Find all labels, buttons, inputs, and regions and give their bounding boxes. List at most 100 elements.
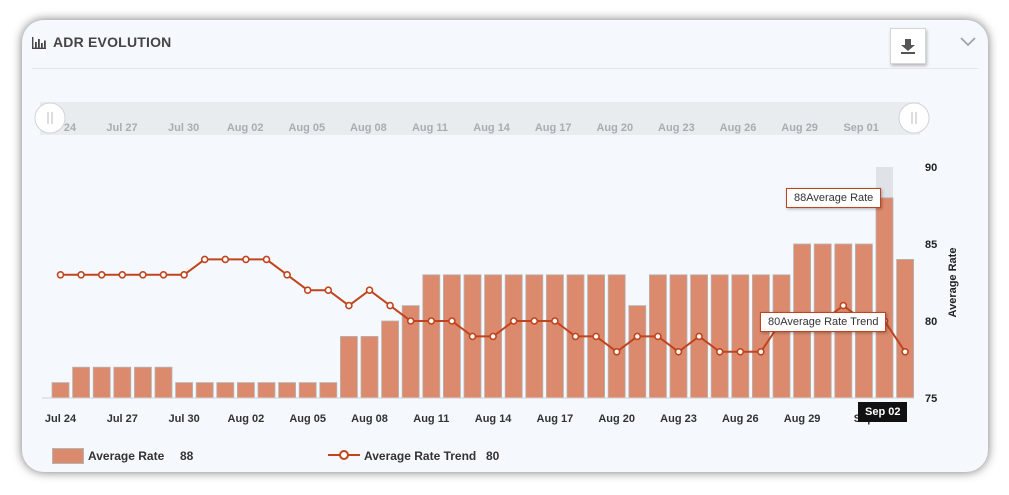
trend-point[interactable] <box>56 271 65 279</box>
bar[interactable] <box>72 366 90 399</box>
x-tick-label: Aug 02 <box>228 413 265 425</box>
navigator-left-handle[interactable] <box>34 102 66 134</box>
trend-point[interactable] <box>324 286 333 295</box>
trend-point[interactable] <box>262 255 271 264</box>
bar[interactable] <box>154 366 173 399</box>
bar[interactable] <box>896 258 914 399</box>
navigator-label: 24 <box>64 122 77 134</box>
bar[interactable] <box>113 366 132 399</box>
navigator-label: Aug 26 <box>720 122 757 134</box>
bar[interactable] <box>236 382 255 399</box>
bar[interactable] <box>731 274 750 399</box>
trend-point[interactable] <box>303 286 312 295</box>
trend-point[interactable] <box>77 271 85 279</box>
bar[interactable] <box>278 382 297 399</box>
navigator-label: Aug 14 <box>473 122 511 134</box>
trend-point[interactable] <box>180 271 188 279</box>
bar[interactable] <box>504 274 523 399</box>
trend-point[interactable] <box>468 332 477 341</box>
bar[interactable] <box>546 274 564 399</box>
trend-point[interactable] <box>386 301 394 310</box>
chevron-down-icon[interactable] <box>960 34 976 48</box>
date-range-navigator[interactable]: 24 Jul 27 Jul 30 Aug 02 Aug 05 Aug 08 Aug 11 Au… <box>34 102 930 135</box>
trend-point[interactable] <box>633 332 642 341</box>
x-tick-label: Jul 30 <box>169 413 200 425</box>
trend-point[interactable] <box>695 332 703 341</box>
trend-point[interactable] <box>551 317 559 325</box>
trend-point[interactable] <box>901 347 909 356</box>
legend-item-average-rate[interactable]: Average Rate 88 <box>52 448 202 466</box>
adr-chart: 24 Jul 27 Jul 30 Aug 02 Aug 05 Aug 08 Aug 11 Au… <box>34 102 959 425</box>
x-tick-label: Jul 24 <box>45 413 77 425</box>
bar[interactable] <box>422 274 441 399</box>
bar[interactable] <box>216 382 235 399</box>
bar[interactable] <box>195 382 214 399</box>
bar[interactable] <box>319 382 338 399</box>
bar[interactable] <box>628 305 647 399</box>
trend-point[interactable] <box>612 347 621 356</box>
trend-point[interactable] <box>530 317 539 325</box>
legend-swatch-line <box>328 450 360 460</box>
bar[interactable] <box>525 274 544 399</box>
navigator-track <box>40 102 920 135</box>
bar[interactable] <box>381 320 400 399</box>
trend-line <box>60 258 906 354</box>
bar[interactable] <box>134 366 152 399</box>
trend-point[interactable] <box>715 347 724 356</box>
download-button[interactable] <box>890 28 926 64</box>
bar[interactable] <box>752 274 770 399</box>
navigator-label: Sep 01 <box>843 122 878 134</box>
legend-item-average-rate-trend[interactable]: Average Rate Trend 80 <box>328 448 518 466</box>
bar[interactable] <box>51 382 70 399</box>
legend-value: 80 <box>486 449 500 463</box>
trend-point[interactable] <box>159 271 168 279</box>
x-tick-label: Aug 23 <box>660 413 697 425</box>
trend-point[interactable] <box>571 332 580 341</box>
trend-point[interactable] <box>200 255 209 264</box>
trend-point[interactable] <box>97 271 106 279</box>
x-tick-label: Aug 14 <box>475 413 513 425</box>
trend-point[interactable] <box>509 317 518 325</box>
trend-point[interactable] <box>118 271 127 279</box>
bar[interactable] <box>360 335 379 399</box>
trend-point[interactable] <box>365 286 374 295</box>
trend-point[interactable] <box>736 347 745 356</box>
card-header: ADR EVOLUTION <box>22 20 988 70</box>
bar[interactable] <box>669 274 688 399</box>
trend-point[interactable] <box>345 301 353 310</box>
legend-label: Average Rate <box>88 449 165 463</box>
trend-point[interactable] <box>674 347 683 356</box>
trend-point[interactable] <box>592 332 600 341</box>
x-tick-label: Aug 17 <box>537 413 574 425</box>
navigator-label: Jul 27 <box>106 122 137 134</box>
navigator-label: Aug 17 <box>535 122 572 134</box>
bar[interactable] <box>298 382 317 399</box>
trend-point[interactable] <box>839 301 848 310</box>
x-tick-label: Aug 26 <box>722 413 759 425</box>
bar[interactable] <box>875 197 894 399</box>
y-axis-label: Average Rate <box>947 248 959 318</box>
navigator-label: Aug 02 <box>227 122 264 134</box>
trend-point[interactable] <box>427 317 436 325</box>
bar[interactable] <box>710 274 729 399</box>
bar-chart-icon <box>32 37 46 49</box>
trend-point[interactable] <box>242 255 250 264</box>
trend-point[interactable] <box>221 255 230 264</box>
adr-evolution-card: ADR EVOLUTION 24 Jul 27 Jul 30 Aug 02 Aug 05… <box>22 20 988 472</box>
trend-point[interactable] <box>448 317 456 325</box>
trend-point[interactable] <box>654 332 662 341</box>
trend-point[interactable] <box>139 271 147 279</box>
bar[interactable] <box>442 274 461 399</box>
bar[interactable] <box>175 382 194 399</box>
bar[interactable] <box>607 274 626 399</box>
trend-point[interactable] <box>283 271 291 279</box>
bar[interactable] <box>92 366 111 399</box>
trend-point[interactable] <box>757 347 765 356</box>
trend-point[interactable] <box>489 332 497 341</box>
bar[interactable] <box>257 382 276 399</box>
bar[interactable] <box>772 274 791 399</box>
trend-point[interactable] <box>406 317 415 325</box>
bar[interactable] <box>339 335 358 399</box>
navigator-label: Aug 29 <box>781 122 818 134</box>
navigator-right-handle[interactable] <box>898 102 930 134</box>
